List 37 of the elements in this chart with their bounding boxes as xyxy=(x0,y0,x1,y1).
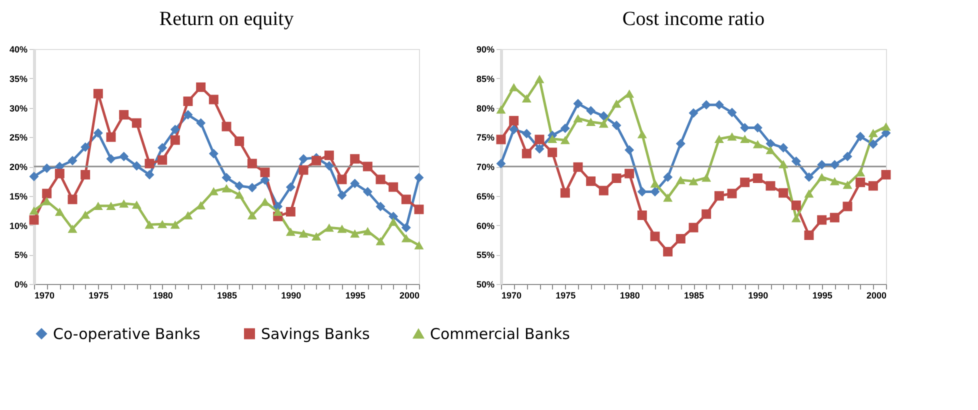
y-tick-label: 20% xyxy=(9,162,28,172)
y-tick-label: 75% xyxy=(476,132,494,143)
y-tick-label: 5% xyxy=(14,250,28,260)
x-tick-label: 1980 xyxy=(152,290,173,300)
x-tick-label: 1995 xyxy=(345,290,366,300)
y-tick-label: 50% xyxy=(476,280,494,290)
legend-label: Commercial Banks xyxy=(430,324,570,343)
y-tick-label: 60% xyxy=(476,220,494,231)
y-tick-label: 40% xyxy=(9,44,28,54)
x-tick-label: 1990 xyxy=(748,290,768,300)
x-tick-label: 2000 xyxy=(399,290,420,300)
y-tick-label: 35% xyxy=(9,74,28,84)
chart-title: Cost income ratio xyxy=(622,8,765,30)
chart-title: Return on equity xyxy=(159,8,294,30)
y-tick-label: 65% xyxy=(476,191,494,202)
y-tick-label: 90% xyxy=(476,44,494,54)
x-tick-label: 1990 xyxy=(281,290,302,300)
y-tick-label: 70% xyxy=(476,162,494,172)
y-tick-label: 10% xyxy=(9,220,28,231)
x-tick-label: 1975 xyxy=(88,290,109,300)
y-tick-label: 55% xyxy=(476,250,494,260)
y-tick-label: 15% xyxy=(9,191,28,202)
y-tick-label: 85% xyxy=(476,74,494,84)
x-tick-label: 1975 xyxy=(556,290,576,300)
y-tick-label: 80% xyxy=(476,103,494,114)
y-tick-label: 0% xyxy=(14,280,28,290)
x-tick-label: 1980 xyxy=(620,290,640,300)
legend-label: Savings Banks xyxy=(261,324,370,343)
legend-label: Co-operative Banks xyxy=(53,324,201,343)
y-tick-label: 30% xyxy=(9,103,28,114)
y-tick-label: 25% xyxy=(9,132,28,143)
x-tick-label: 1970 xyxy=(34,290,55,300)
x-tick-label: 1985 xyxy=(684,290,704,300)
x-tick-label: 1970 xyxy=(502,290,522,300)
x-tick-label: 1985 xyxy=(216,290,238,300)
x-tick-label: 2000 xyxy=(866,290,886,300)
x-tick-label: 1995 xyxy=(812,290,832,300)
